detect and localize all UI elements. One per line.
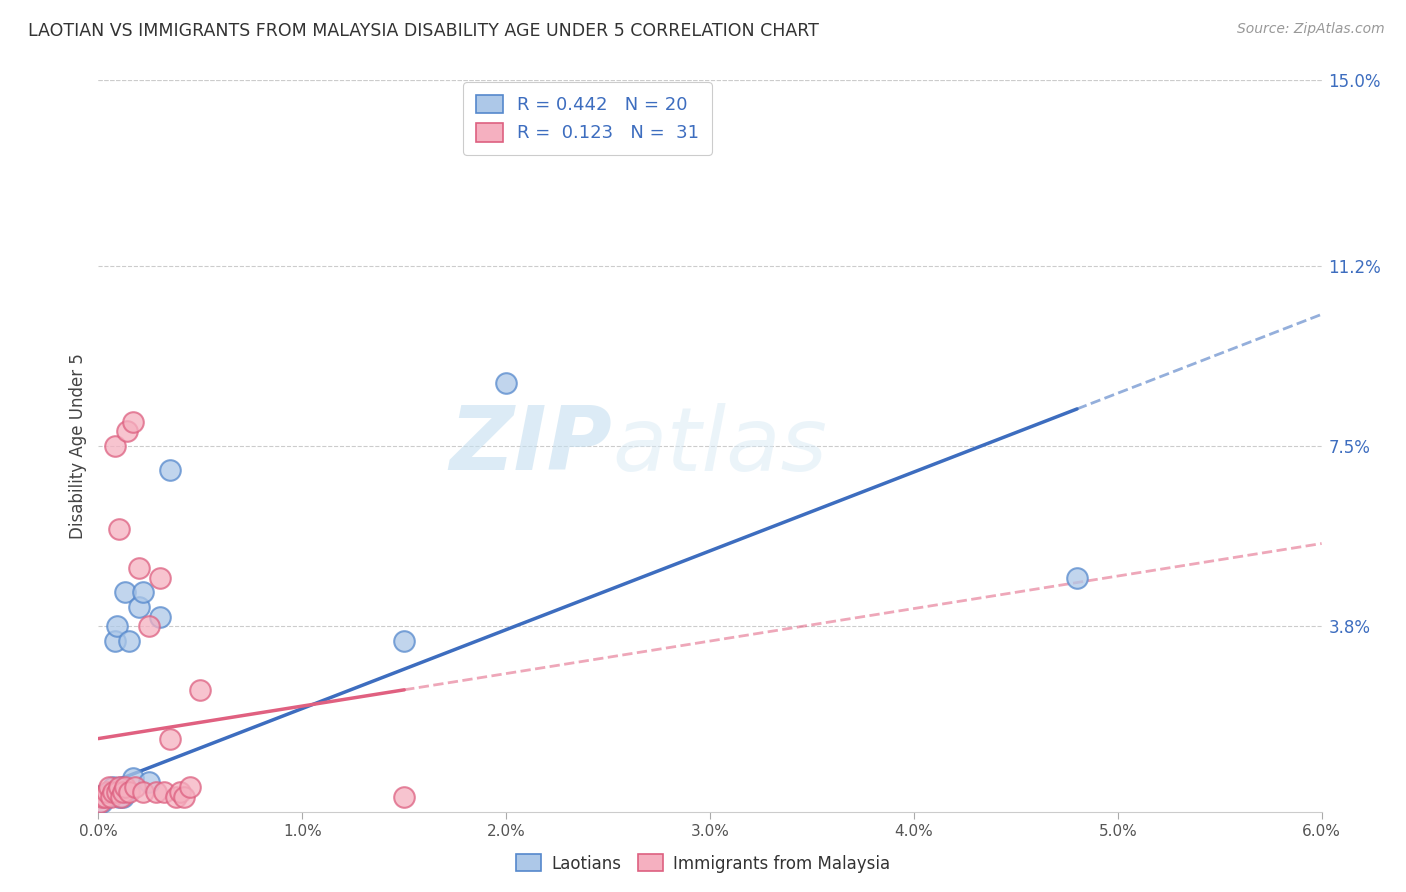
Point: [118, 785, 141, 799]
Point: [105, 785, 128, 799]
Point: [124, 780, 146, 795]
Point: [110, 780, 132, 795]
Point: [111, 790, 134, 805]
Point: [105, 619, 128, 633]
Point: [101, 785, 124, 799]
Point: [108, 790, 131, 805]
Point: [179, 780, 201, 795]
Point: [138, 775, 160, 789]
Legend: R = 0.442   N = 20, R =  0.123   N =  31: R = 0.442 N = 20, R = 0.123 N = 31: [464, 82, 711, 155]
Point: [101, 780, 124, 795]
Point: [138, 619, 160, 633]
Point: [114, 585, 136, 599]
Point: [108, 522, 131, 536]
Point: [132, 785, 155, 799]
Point: [392, 634, 416, 648]
Point: [392, 790, 416, 805]
Point: [89, 795, 111, 809]
Point: [159, 463, 181, 477]
Point: [110, 790, 132, 805]
Point: [104, 439, 127, 453]
Text: ZIP: ZIP: [450, 402, 612, 490]
Point: [122, 771, 145, 785]
Point: [188, 682, 212, 697]
Point: [132, 585, 155, 599]
Point: [91, 795, 114, 809]
Text: atlas: atlas: [612, 403, 827, 489]
Point: [122, 415, 145, 429]
Y-axis label: Disability Age Under 5: Disability Age Under 5: [69, 353, 87, 539]
Point: [495, 376, 517, 390]
Point: [152, 785, 174, 799]
Legend: Laotians, Immigrants from Malaysia: Laotians, Immigrants from Malaysia: [509, 847, 897, 880]
Point: [145, 785, 167, 799]
Point: [96, 785, 118, 799]
Point: [1066, 571, 1088, 585]
Point: [159, 731, 181, 746]
Point: [149, 609, 172, 624]
Point: [93, 790, 115, 805]
Point: [173, 790, 195, 805]
Point: [91, 790, 114, 805]
Point: [128, 561, 150, 575]
Point: [169, 785, 191, 799]
Point: [165, 790, 187, 805]
Point: [97, 780, 120, 795]
Text: LAOTIAN VS IMMIGRANTS FROM MALAYSIA DISABILITY AGE UNDER 5 CORRELATION CHART: LAOTIAN VS IMMIGRANTS FROM MALAYSIA DISA…: [28, 22, 818, 40]
Point: [100, 790, 122, 805]
Point: [96, 790, 118, 805]
Point: [128, 599, 150, 614]
Point: [149, 571, 172, 585]
Point: [100, 785, 122, 799]
Point: [118, 634, 141, 648]
Text: Source: ZipAtlas.com: Source: ZipAtlas.com: [1237, 22, 1385, 37]
Point: [114, 780, 136, 795]
Point: [108, 780, 131, 795]
Point: [115, 425, 138, 439]
Point: [104, 634, 127, 648]
Point: [111, 785, 134, 799]
